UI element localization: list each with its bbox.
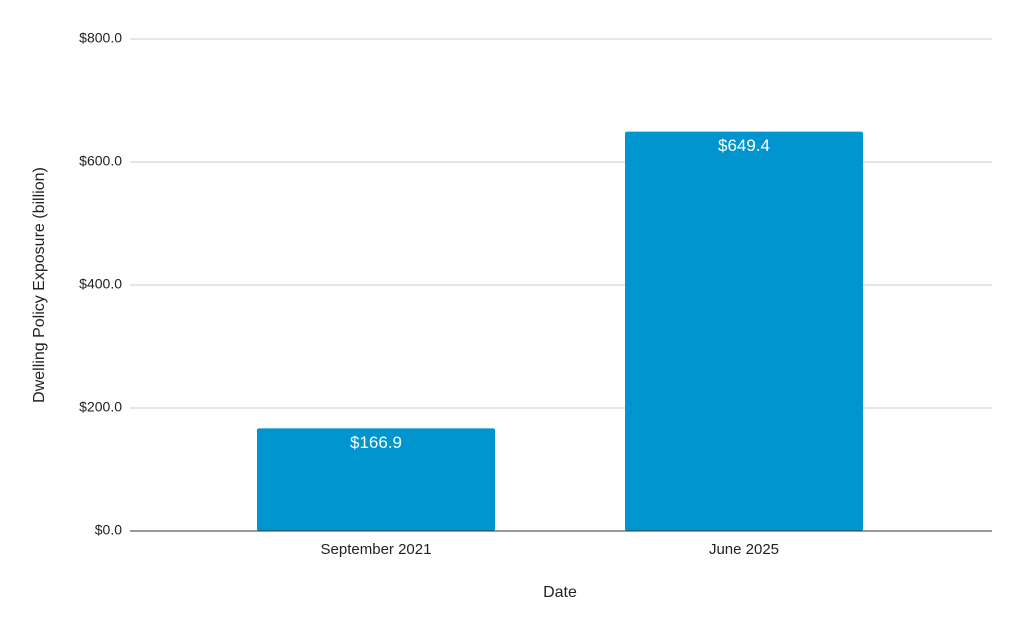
- x-tick-label: September 2021: [321, 541, 432, 558]
- y-tick-label: $800.0: [79, 30, 122, 46]
- value-label: $649.4: [718, 136, 770, 155]
- bar: [257, 428, 495, 531]
- y-axis-title: Dwelling Policy Exposure (billion): [31, 167, 48, 403]
- y-tick-label: $200.0: [79, 399, 122, 415]
- y-tick-label: $400.0: [79, 276, 122, 292]
- bar: [625, 131, 863, 531]
- x-tick-label: June 2025: [709, 541, 779, 558]
- y-tick-label: $0.0: [95, 522, 122, 538]
- y-tick-label: $600.0: [79, 153, 122, 169]
- value-label: $166.9: [350, 433, 402, 452]
- x-axis-title: Date: [543, 584, 577, 601]
